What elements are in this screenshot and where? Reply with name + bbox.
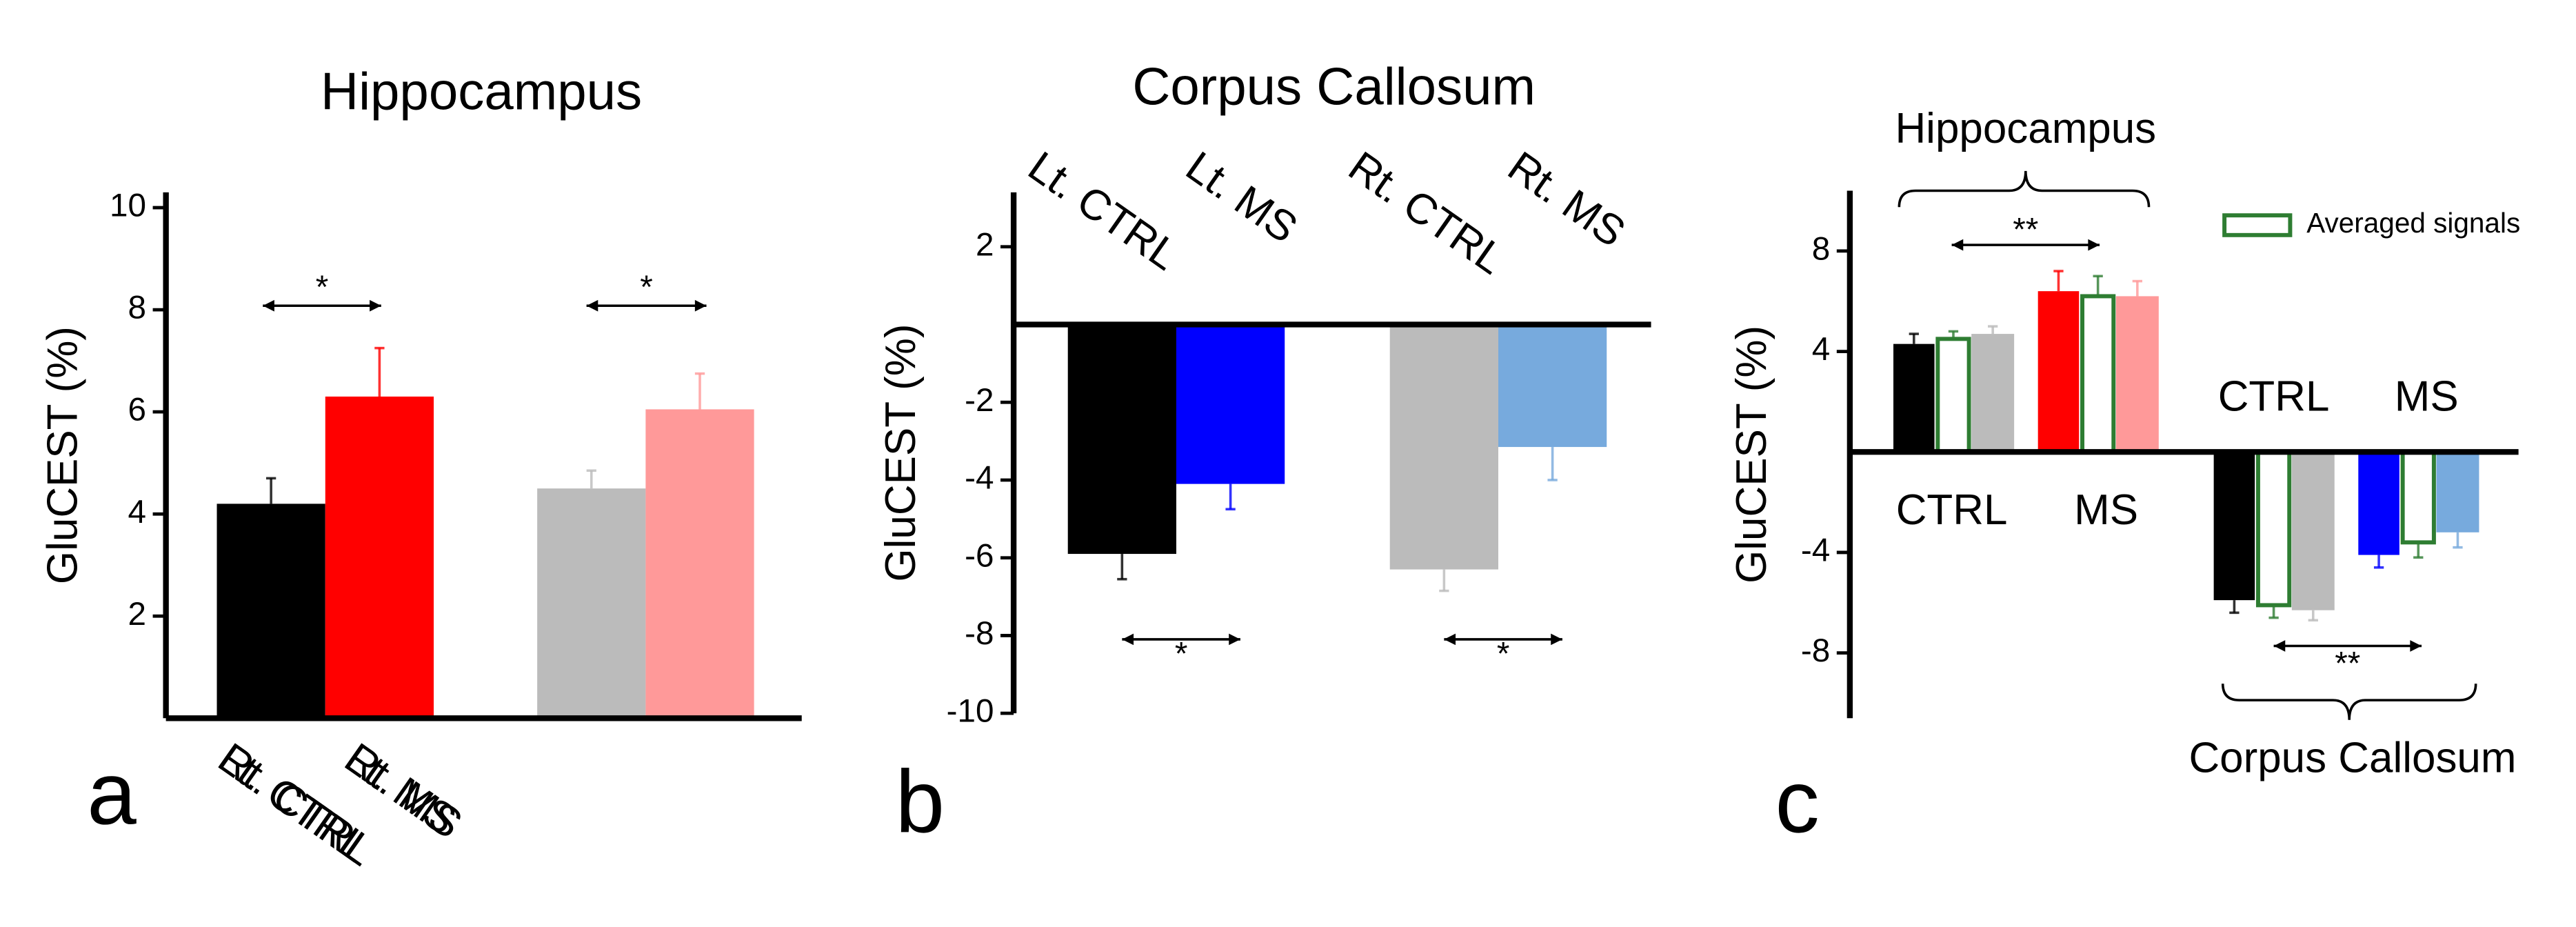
region-label: Corpus Callosum: [2188, 735, 2516, 782]
bar: [1935, 337, 1971, 455]
y-tick-label: 2: [976, 226, 994, 263]
bar: [1498, 324, 1607, 448]
y-axis-label: GluCEST (%): [1728, 326, 1775, 584]
panel-letter: c: [1775, 752, 1819, 851]
bar: [1893, 343, 1935, 452]
panel-letter: a: [87, 744, 137, 843]
significance-label: *: [640, 269, 653, 306]
significance-label: *: [1175, 635, 1188, 672]
y-tick-label: -4: [965, 460, 994, 497]
group-label: CTRL: [1896, 486, 2008, 534]
y-tick-label: 4: [1812, 331, 1831, 368]
significance-label: **: [2013, 212, 2038, 248]
bar: [2358, 452, 2399, 555]
chart-title: Hippocampus: [321, 62, 642, 121]
legend-label: Averaged signals: [2306, 207, 2520, 239]
x-tick-label: Rt. MS: [1500, 143, 1634, 257]
region-label: Hippocampus: [1895, 105, 2156, 152]
legend-swatch: [2222, 213, 2293, 237]
chart-title: Corpus Callosum: [1132, 57, 1536, 116]
bar: [2400, 450, 2436, 545]
y-tick-label: 6: [128, 392, 147, 428]
bar: [2291, 452, 2335, 610]
group-label: MS: [2395, 372, 2459, 420]
bar: [2213, 452, 2255, 601]
bar: [1971, 334, 2015, 452]
significance-label: *: [1497, 635, 1510, 672]
bar: [1176, 324, 1285, 484]
x-tick-label: Rt. CTRL: [1340, 143, 1513, 284]
significance-label: *: [316, 269, 329, 306]
bar: [2037, 291, 2080, 452]
y-tick-label: -10: [947, 693, 994, 730]
y-tick-label: -6: [965, 537, 994, 574]
y-tick-label: 4: [128, 494, 147, 530]
y-tick-label: -4: [1801, 532, 1830, 569]
y-axis-label: GluCEST (%): [39, 326, 87, 584]
significance-label: **: [2335, 646, 2360, 682]
bar: [1389, 324, 1498, 570]
y-axis-label: GluCEST (%): [877, 324, 925, 582]
y-tick-label: -8: [1801, 632, 1830, 669]
brace: [1898, 170, 2151, 208]
x-tick-label: Lt. MS: [1178, 143, 1306, 252]
y-tick-label: -8: [965, 615, 994, 652]
bar: [325, 396, 434, 719]
panel-letter: b: [896, 752, 945, 851]
bar: [2436, 452, 2479, 532]
y-tick-label: 8: [1812, 230, 1831, 267]
bar: [645, 409, 754, 719]
group-label: MS: [2074, 486, 2138, 534]
y-tick-label: -2: [965, 382, 994, 419]
x-tick-label: Lt. CTRL: [1020, 143, 1187, 280]
y-tick-label: 10: [110, 188, 146, 224]
bar: [537, 488, 646, 719]
y-tick-label: 2: [128, 596, 147, 632]
bar: [2255, 450, 2292, 608]
bar: [2115, 296, 2159, 452]
bar: [2080, 294, 2116, 455]
y-tick-label: 8: [128, 290, 147, 326]
group-label: CTRL: [2218, 372, 2330, 420]
bar: [1067, 324, 1176, 555]
brace: [2221, 684, 2477, 720]
bar: [217, 504, 325, 719]
